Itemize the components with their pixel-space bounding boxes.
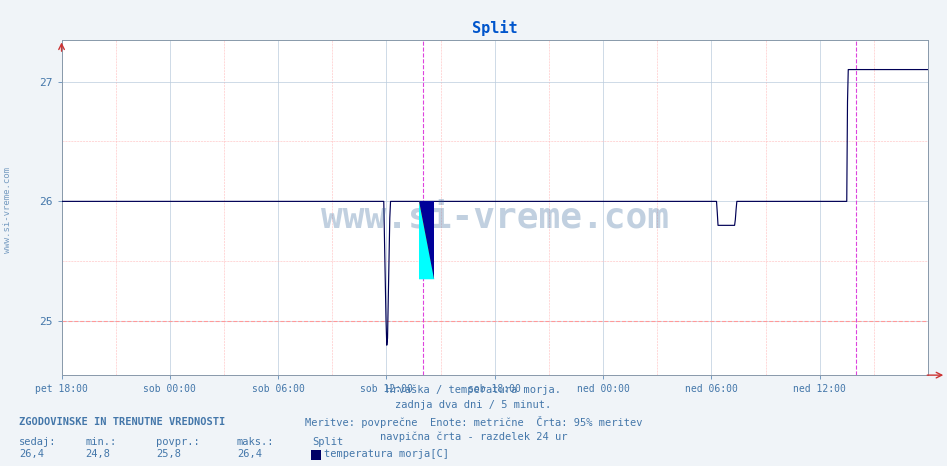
Text: ZGODOVINSKE IN TRENUTNE VREDNOSTI: ZGODOVINSKE IN TRENUTNE VREDNOSTI (19, 418, 225, 427)
Polygon shape (419, 201, 435, 279)
Bar (419, 201, 435, 279)
Text: 26,4: 26,4 (237, 449, 261, 459)
Text: navpična črta - razdelek 24 ur: navpična črta - razdelek 24 ur (380, 432, 567, 443)
Text: min.:: min.: (85, 437, 116, 446)
Text: zadnja dva dni / 5 minut.: zadnja dva dni / 5 minut. (396, 400, 551, 410)
Text: 25,8: 25,8 (156, 449, 181, 459)
Text: maks.:: maks.: (237, 437, 275, 446)
Title: Split: Split (472, 20, 518, 36)
Text: Meritve: povprečne  Enote: metrične  Črta: 95% meritev: Meritve: povprečne Enote: metrične Črta:… (305, 416, 642, 428)
Text: sedaj:: sedaj: (19, 437, 57, 446)
Text: 24,8: 24,8 (85, 449, 110, 459)
Text: 26,4: 26,4 (19, 449, 44, 459)
Text: Hrvaška / temperatura morja.: Hrvaška / temperatura morja. (386, 384, 561, 395)
Text: povpr.:: povpr.: (156, 437, 200, 446)
Text: www.si-vreme.com: www.si-vreme.com (321, 200, 669, 234)
Text: Split: Split (313, 437, 344, 446)
Text: temperatura morja[C]: temperatura morja[C] (324, 449, 449, 459)
Text: www.si-vreme.com: www.si-vreme.com (3, 167, 12, 253)
Polygon shape (419, 201, 435, 279)
